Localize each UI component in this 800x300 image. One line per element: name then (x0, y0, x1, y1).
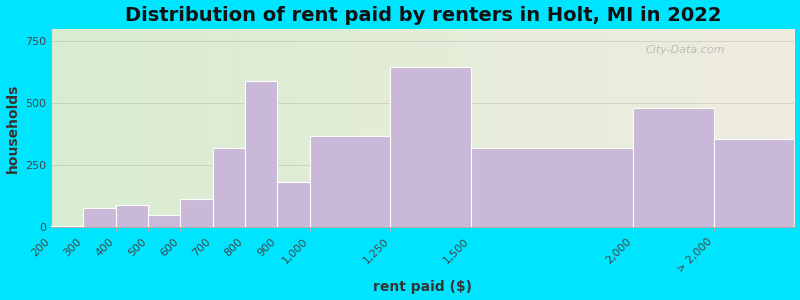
X-axis label: rent paid ($): rent paid ($) (374, 280, 472, 294)
Bar (278, 182, 310, 227)
Bar (213, 148, 245, 227)
Bar (633, 108, 714, 227)
Bar (310, 136, 390, 227)
Bar (245, 81, 278, 227)
Title: Distribution of rent paid by renters in Holt, MI in 2022: Distribution of rent paid by renters in … (125, 6, 721, 25)
Bar (714, 139, 794, 227)
Bar (148, 215, 180, 227)
Text: City-Data.com: City-Data.com (646, 45, 726, 55)
Y-axis label: households: households (6, 83, 19, 173)
Bar (390, 68, 471, 227)
Bar (83, 208, 116, 227)
Bar (51, 226, 83, 227)
Bar (471, 148, 633, 227)
Bar (180, 199, 213, 227)
Bar (116, 205, 148, 227)
